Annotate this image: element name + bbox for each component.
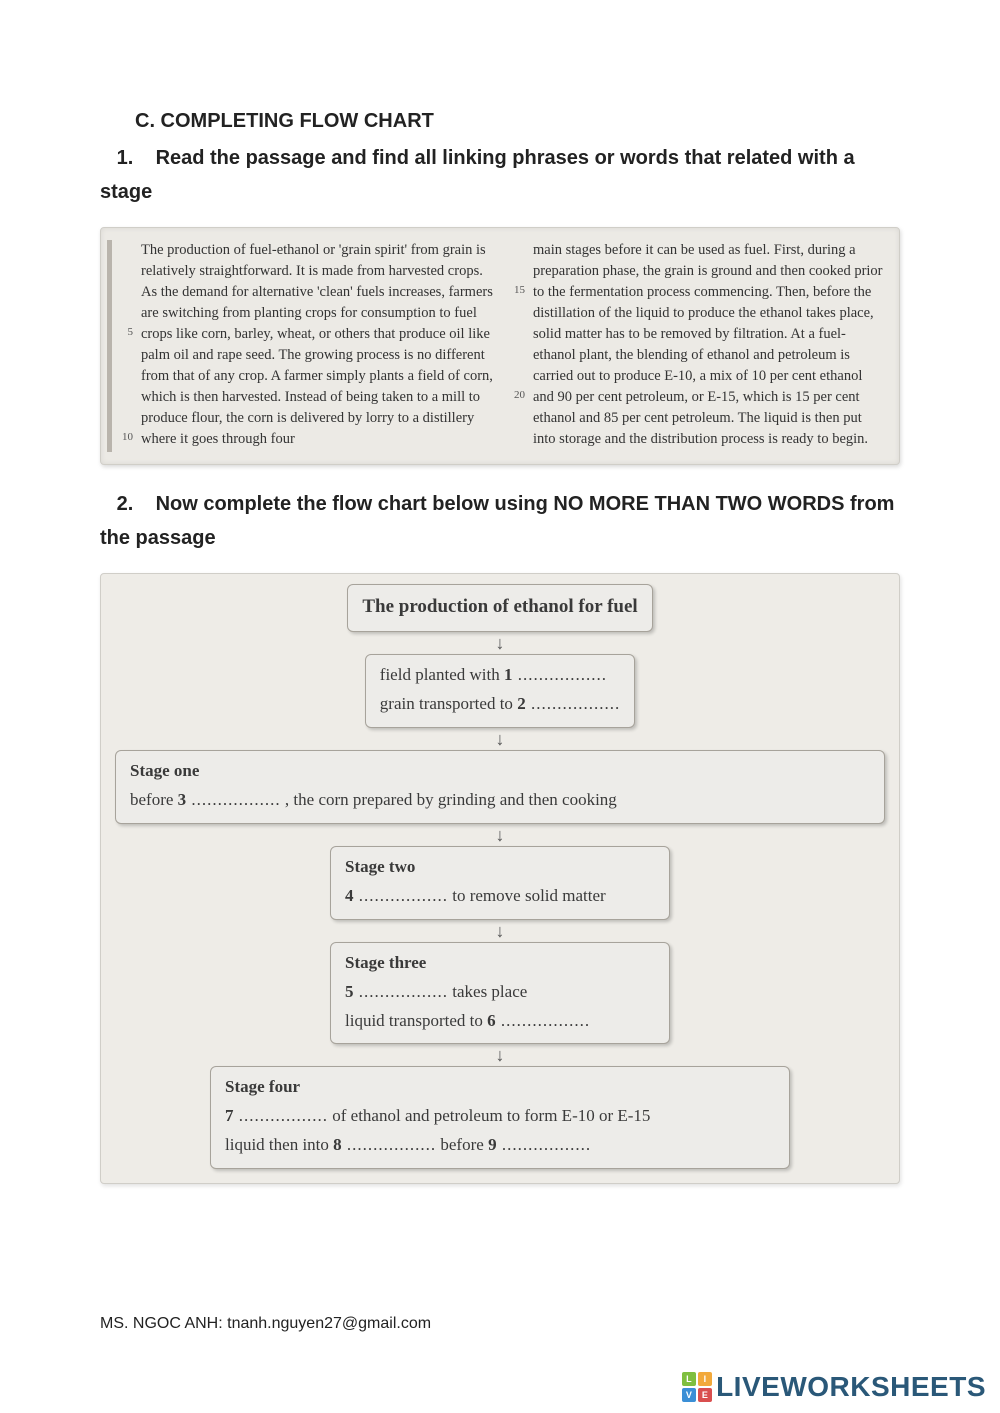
blank-3-number: 3 [178,790,187,809]
section-title: C. COMPLETING FLOW CHART [135,110,900,133]
blank-2-number: 2 [517,694,526,713]
logo-tile-l: L [682,1372,696,1386]
blank-8[interactable]: ................. [342,1135,437,1154]
blank-3[interactable]: ................. [186,790,281,809]
instruction-1: 1. Read the passage and find all linking… [100,141,900,209]
blank-9[interactable]: ................. [497,1135,592,1154]
logo-tile-i: I [698,1372,712,1386]
stage1-text-c: , the corn prepared by grinding and then… [281,790,617,809]
instruction-2-number: 2. [100,487,150,521]
flowchart-stage4-box: Stage four 7 ................. of ethano… [210,1066,790,1169]
flowchart-title-box: The production of ethanol for fuel [347,584,652,632]
flowchart-container: The production of ethanol for fuel ↓ fie… [100,573,900,1184]
page-footer: MS. NGOC ANH: tnanh.nguyen27@gmail.com [100,1315,431,1333]
blank-7[interactable]: ................. [234,1106,329,1125]
passage-col1-text: The production of fuel-ethanol or 'grain… [141,242,493,447]
stage1-label: Stage one [130,757,870,786]
blank-5[interactable]: ................. [354,982,449,1001]
flowchart-stage1-box: Stage one before 3 ................. , t… [115,750,885,824]
stage4-text-b: of ethanol and petroleum to form E-10 or… [328,1106,650,1125]
blank-8-number: 8 [333,1135,342,1154]
instruction-2: 2. Now complete the flow chart below usi… [100,487,900,555]
logo-tile-v: V [682,1388,696,1402]
stage3-label: Stage three [345,949,655,978]
reading-passage: 5 10 The production of fuel-ethanol or '… [100,227,900,465]
blank-7-number: 7 [225,1106,234,1125]
blank-6-number: 6 [487,1011,496,1030]
logo-tile-e: E [698,1388,712,1402]
arrow-icon: ↓ [496,730,505,748]
passage-col2-text: main stages before it can be used as fue… [533,242,883,447]
line-number-10: 10 [115,430,133,446]
line-number-15: 15 [507,283,525,299]
flowchart-column: The production of ethanol for fuel ↓ fie… [115,584,885,1169]
stage4-text-c: liquid then into [225,1135,333,1154]
flowchart-stage2-box: Stage two 4 ................. to remove … [330,846,670,920]
stage2-text-b: to remove solid matter [448,886,606,905]
stage2-label: Stage two [345,853,655,882]
line-number-20: 20 [507,388,525,404]
stage4-text-e: before [436,1135,488,1154]
intro-line1-a: field planted with [380,665,504,684]
blank-4-number: 4 [345,886,354,905]
instruction-1-number: 1. [100,141,150,175]
passage-column-2: 15 20 main stages before it can be used … [507,240,885,450]
stage4-label: Stage four [225,1073,775,1102]
blank-5-number: 5 [345,982,354,1001]
arrow-icon: ↓ [496,1046,505,1064]
intro-line2-a: grain transported to [380,694,517,713]
passage-column-1: 5 10 The production of fuel-ethanol or '… [115,240,493,450]
brand-watermark: L I V E LIVEWORKSHEETS [682,1371,986,1403]
blank-6[interactable]: ................. [496,1011,591,1030]
brand-logo-icon: L I V E [682,1372,712,1402]
flowchart-intro-box: field planted with 1 ................. g… [365,654,635,728]
stage3-text-b: takes place [448,982,527,1001]
blank-1[interactable]: ................. [512,665,607,684]
passage-side-bar [107,240,112,452]
blank-4[interactable]: ................. [354,886,449,905]
instruction-2-text: Now complete the flow chart below using … [100,493,894,549]
arrow-icon: ↓ [496,922,505,940]
flowchart-stage3-box: Stage three 5 ................. takes pl… [330,942,670,1045]
line-number-5: 5 [115,325,133,341]
brand-text: LIVEWORKSHEETS [716,1371,986,1403]
arrow-icon: ↓ [496,634,505,652]
stage3-text-c: liquid transported to [345,1011,487,1030]
instruction-1-text: Read the passage and find all linking ph… [100,147,855,203]
arrow-icon: ↓ [496,826,505,844]
blank-9-number: 9 [488,1135,497,1154]
stage1-text-a: before [130,790,178,809]
blank-2[interactable]: ................. [526,694,621,713]
